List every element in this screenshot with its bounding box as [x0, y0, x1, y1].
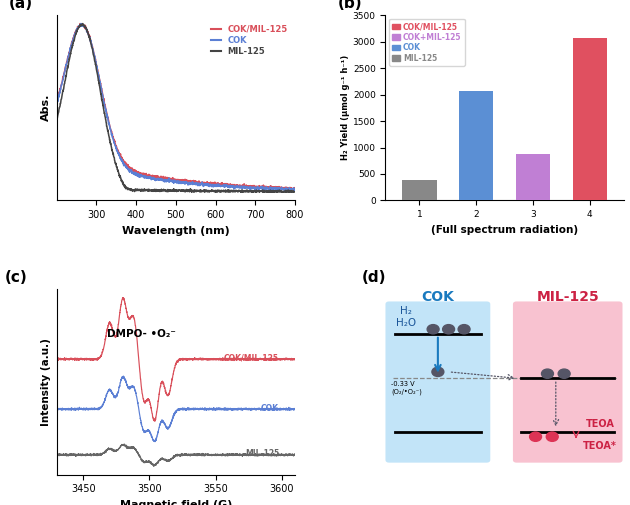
- Circle shape: [558, 369, 570, 378]
- X-axis label: Wavelength (nm): Wavelength (nm): [122, 226, 230, 236]
- Text: -0.33 V
(O₂/•O₂⁻): -0.33 V (O₂/•O₂⁻): [391, 381, 422, 394]
- Circle shape: [530, 432, 542, 441]
- Text: H₂: H₂: [400, 306, 411, 316]
- Text: e⁻: e⁻: [561, 371, 568, 376]
- FancyBboxPatch shape: [386, 301, 490, 463]
- Text: h⁺: h⁺: [548, 434, 556, 439]
- Legend: COK/MIL-125, COK+MIL-125, COK, MIL-125: COK/MIL-125, COK+MIL-125, COK, MIL-125: [389, 19, 464, 66]
- Text: MIL-125: MIL-125: [536, 290, 599, 304]
- Bar: [403, 180, 437, 200]
- Text: e⁻: e⁻: [544, 371, 551, 376]
- Text: TEOA*: TEOA*: [583, 441, 617, 451]
- Text: DMPO- •O₂⁻: DMPO- •O₂⁻: [107, 329, 176, 339]
- Circle shape: [432, 367, 444, 377]
- X-axis label: (Full spectrum radiation): (Full spectrum radiation): [431, 225, 578, 235]
- Circle shape: [546, 432, 558, 441]
- Legend: COK/MIL-125, COK, MIL-125: COK/MIL-125, COK, MIL-125: [207, 21, 291, 59]
- X-axis label: Magnetic field (G): Magnetic field (G): [120, 500, 232, 505]
- Bar: [459, 91, 493, 200]
- Text: h⁺: h⁺: [532, 434, 539, 439]
- Y-axis label: H₂ Yield (μmol g⁻¹ h⁻¹): H₂ Yield (μmol g⁻¹ h⁻¹): [341, 55, 350, 161]
- Circle shape: [427, 325, 439, 334]
- Bar: [516, 155, 550, 200]
- Text: e⁻: e⁻: [434, 369, 442, 374]
- Text: (b): (b): [338, 0, 362, 11]
- Circle shape: [458, 325, 470, 334]
- Text: (a): (a): [9, 0, 33, 11]
- Text: TEOA: TEOA: [585, 419, 614, 429]
- Text: MIL-125: MIL-125: [245, 449, 279, 459]
- Text: H₂O: H₂O: [396, 318, 416, 328]
- Text: e⁻: e⁻: [430, 327, 437, 332]
- Text: COK/MIL-125: COK/MIL-125: [224, 354, 279, 363]
- Text: COK: COK: [261, 403, 279, 413]
- Circle shape: [443, 325, 455, 334]
- FancyBboxPatch shape: [513, 301, 622, 463]
- Text: e⁻: e⁻: [445, 327, 452, 332]
- Text: COK: COK: [421, 290, 454, 304]
- Text: e⁻: e⁻: [461, 327, 468, 332]
- Circle shape: [542, 369, 553, 378]
- Bar: [573, 38, 607, 200]
- Text: (d): (d): [362, 270, 386, 285]
- Y-axis label: Abs.: Abs.: [41, 94, 51, 122]
- Text: (c): (c): [4, 270, 27, 285]
- Y-axis label: Intensity (a.u.): Intensity (a.u.): [41, 338, 51, 426]
